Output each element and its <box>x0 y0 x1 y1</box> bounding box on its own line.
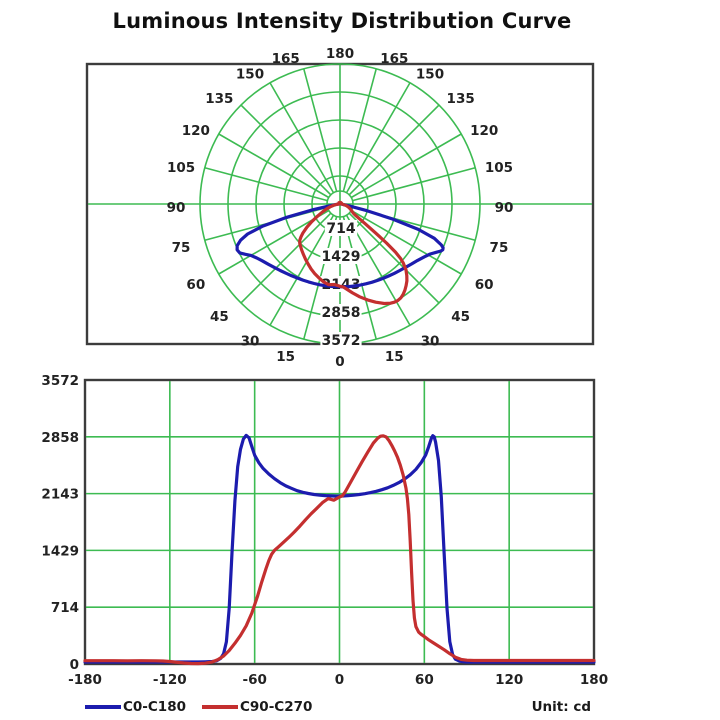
svg-text:2858: 2858 <box>41 430 79 446</box>
legend-item-c0-c180: C0-C180 <box>85 699 186 715</box>
legend-label-c0-c180: C0-C180 <box>123 699 186 715</box>
polar-grid <box>88 63 592 345</box>
svg-text:105: 105 <box>167 160 195 176</box>
svg-text:90: 90 <box>495 200 514 216</box>
svg-text:90: 90 <box>167 200 186 216</box>
legend-item-c90-c270: C90-C270 <box>202 699 312 715</box>
svg-text:165: 165 <box>380 51 408 67</box>
unit-label: Unit: cd <box>531 699 591 715</box>
svg-text:30: 30 <box>421 333 440 349</box>
svg-text:120: 120 <box>495 672 523 688</box>
svg-text:75: 75 <box>490 240 509 256</box>
svg-text:135: 135 <box>447 91 475 107</box>
svg-text:165: 165 <box>272 51 300 67</box>
cartesian-plot: -180 -120 -60 0 60 120 180 0 714 1429 2143 2858 3572 <box>41 373 608 688</box>
svg-text:60: 60 <box>475 277 494 293</box>
svg-text:0: 0 <box>70 657 79 673</box>
svg-text:135: 135 <box>205 91 233 107</box>
c90-c270-line-swatch <box>202 705 238 709</box>
x-axis-tick-labels: -180 -120 -60 0 60 120 180 <box>68 672 608 688</box>
svg-text:180: 180 <box>580 672 608 688</box>
svg-text:-180: -180 <box>68 672 102 688</box>
svg-text:75: 75 <box>172 240 191 256</box>
svg-text:1429: 1429 <box>41 543 79 559</box>
svg-text:0: 0 <box>335 354 344 370</box>
svg-text:15: 15 <box>276 349 295 365</box>
y-axis-tick-labels: 0 714 1429 2143 2858 3572 <box>41 373 79 673</box>
svg-text:2858: 2858 <box>322 305 361 321</box>
cartesian-grid <box>86 381 593 663</box>
svg-text:714: 714 <box>326 221 355 237</box>
legend: C0-C180 C90-C270 Unit: cd <box>85 694 595 720</box>
svg-text:3572: 3572 <box>322 333 361 349</box>
svg-text:105: 105 <box>485 160 513 176</box>
svg-text:30: 30 <box>241 333 260 349</box>
c0-c180-line-swatch <box>85 705 121 709</box>
legend-label-c90-c270: C90-C270 <box>240 699 313 715</box>
svg-text:60: 60 <box>186 277 205 293</box>
svg-text:45: 45 <box>210 309 229 325</box>
svg-text:2143: 2143 <box>41 487 79 503</box>
svg-text:150: 150 <box>416 67 444 83</box>
curve-c90-c270 <box>83 434 596 666</box>
svg-text:15: 15 <box>385 349 404 365</box>
svg-text:-120: -120 <box>153 672 187 688</box>
svg-text:-60: -60 <box>242 672 266 688</box>
polar-curve-c90-c270 <box>298 200 409 306</box>
svg-text:120: 120 <box>182 123 210 139</box>
svg-text:0: 0 <box>335 672 344 688</box>
svg-text:45: 45 <box>451 309 470 325</box>
svg-text:3572: 3572 <box>41 373 79 389</box>
svg-text:1429: 1429 <box>322 249 361 265</box>
polar-angle-labels: 0 15 15 30 30 45 45 60 60 75 75 90 90 105 105 120 120 135… <box>167 46 514 370</box>
svg-text:714: 714 <box>51 600 79 616</box>
svg-text:60: 60 <box>415 672 434 688</box>
svg-text:120: 120 <box>470 123 498 139</box>
svg-text:150: 150 <box>236 67 264 83</box>
svg-text:180: 180 <box>326 46 354 62</box>
chart-title: Luminous Intensity Distribution Curve <box>112 9 572 33</box>
